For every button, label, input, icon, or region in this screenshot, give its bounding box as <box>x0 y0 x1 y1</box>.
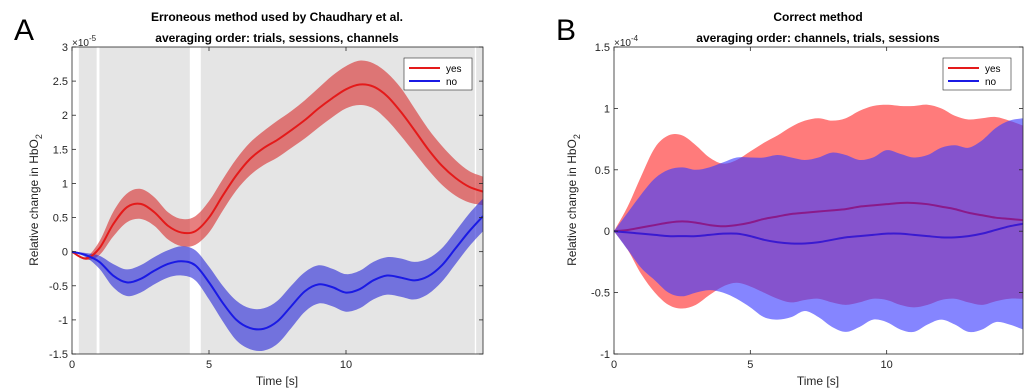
lines-a <box>72 83 483 331</box>
chart-title-a: Erroneous method used by Chaudhary et al… <box>151 10 403 24</box>
ticks-b: 0 5 10 -1 -0.5 0 0.5 1 1.5 <box>591 42 1023 371</box>
line-yes <box>72 83 483 260</box>
axes-box-b <box>613 46 1024 355</box>
panel-b: B Correct method averaging order: channe… <box>556 10 1024 388</box>
ticks-a: 0 5 10 -1.5 -1 -0.5 0 0.5 1 1.5 2 2.5 3 <box>49 42 483 371</box>
chart-title-b: Correct method <box>773 10 862 24</box>
y-tick-label: -1.5 <box>49 349 68 361</box>
y-tick-label: 2 <box>62 110 68 122</box>
x-tick-label: 5 <box>206 359 212 371</box>
y-tick-label: 3 <box>62 42 68 54</box>
x-axis-label-a: Time [s] <box>256 374 298 388</box>
y-axis-label-b: Relative change in HbO2 <box>565 134 582 266</box>
legend-label-yes-b: yes <box>985 64 1001 75</box>
y-tick-label: -0.5 <box>591 288 610 300</box>
y-exponent-b: ×10-4 <box>614 34 639 49</box>
y-tick-label: -1 <box>600 349 610 361</box>
y-tick-label: 1.5 <box>53 144 68 156</box>
y-tick-label: 0.5 <box>595 165 610 177</box>
y-tick-label: 2.5 <box>53 76 68 88</box>
axes-box-a <box>71 46 484 355</box>
chart-subtitle-b: averaging order: channels, trials, sessi… <box>696 31 940 45</box>
y-axis-label-a: Relative change in HbO2 <box>27 134 44 266</box>
legend-box-b <box>942 57 1012 91</box>
panel-letter-b: B <box>556 14 576 47</box>
band-no <box>614 118 1023 333</box>
line-no <box>72 215 483 331</box>
legend-label-no-a: no <box>446 77 458 88</box>
y-tick-label: 1 <box>604 103 610 115</box>
shade-gap <box>189 47 201 354</box>
legend-box-a <box>403 57 473 91</box>
legend-label-no-b: no <box>985 77 997 88</box>
y-tick-label: 0.5 <box>53 213 68 225</box>
x-tick-label: 0 <box>611 359 617 371</box>
lines-b <box>614 201 1023 245</box>
x-axis-label-b: Time [s] <box>797 374 839 388</box>
shade-gap <box>96 47 100 354</box>
x-tick-label: 10 <box>881 359 893 371</box>
y-tick-label: 1 <box>62 178 68 190</box>
x-tick-label: 0 <box>69 359 75 371</box>
y-tick-label: -1 <box>58 315 68 327</box>
panel-a: A Erroneous method used by Chaudhary et … <box>14 10 484 388</box>
y-tick-label: 1.5 <box>595 42 610 54</box>
y-exponent-a: ×10-5 <box>72 34 97 49</box>
y-tick-label: -0.5 <box>49 281 68 293</box>
chart-subtitle-a: averaging order: trials, sessions, chann… <box>155 31 399 45</box>
y-tick-label: 0 <box>604 226 610 238</box>
line-yes <box>614 201 1023 233</box>
x-tick-label: 10 <box>340 359 352 371</box>
x-tick-label: 5 <box>747 359 753 371</box>
band-yes <box>72 60 483 260</box>
legend-b: yes no <box>942 57 1012 91</box>
y-tick-label: 0 <box>62 247 68 259</box>
bands-b <box>614 104 1023 333</box>
legend-label-yes-a: yes <box>446 64 462 75</box>
line-no <box>614 222 1023 245</box>
panel-letter-a: A <box>14 14 34 47</box>
legend-a: yes no <box>403 57 473 91</box>
